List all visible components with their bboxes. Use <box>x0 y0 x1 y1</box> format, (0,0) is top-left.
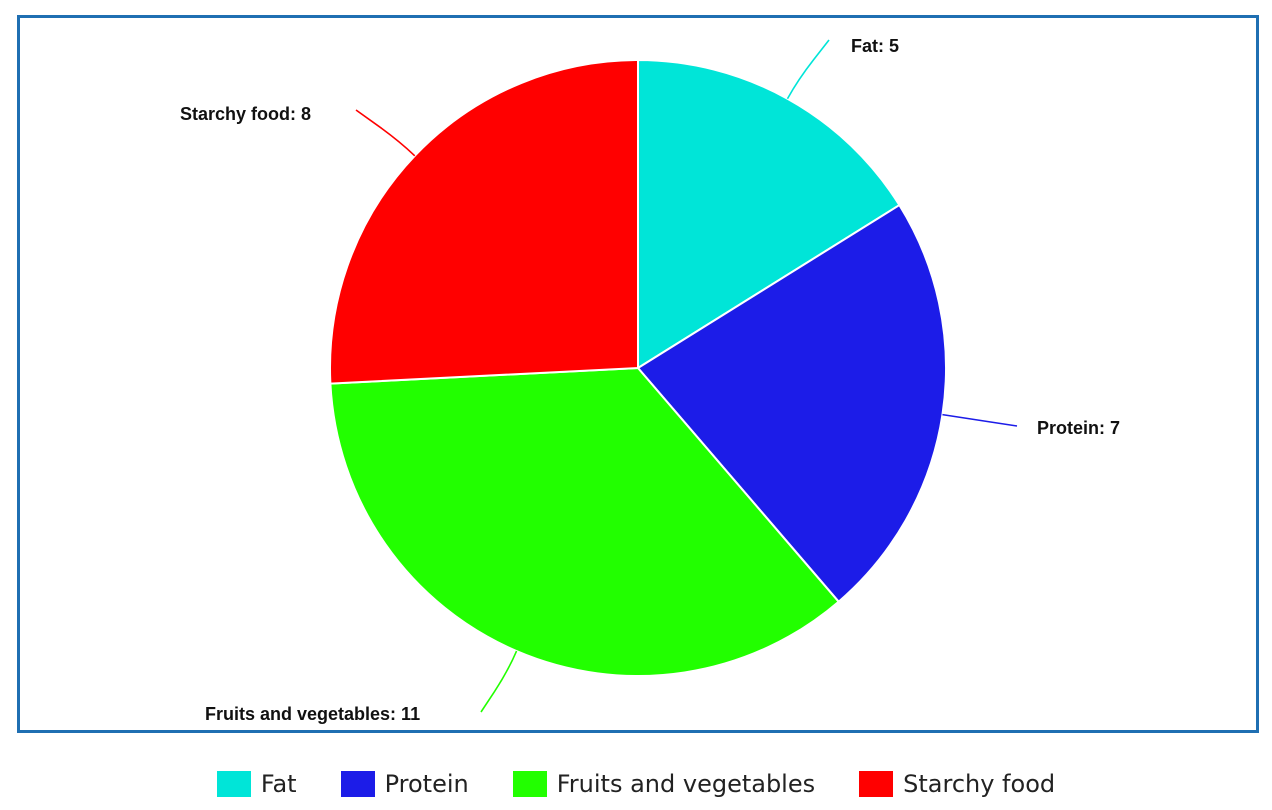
pie-slices <box>329 58 947 678</box>
leader-line-starchy-food <box>355 109 416 157</box>
legend-item-protein[interactable]: Protein <box>340 770 469 798</box>
leader-line-fruits-and-vegetables <box>480 650 518 713</box>
data-label-fat: Fat: 5 <box>851 36 899 56</box>
slice-fruits-and-vegetables[interactable] <box>329 366 841 678</box>
legend-item-fat[interactable]: Fat <box>216 770 297 798</box>
leader-line-protein <box>942 413 1018 427</box>
data-labels: Fat: 5 Protein: 7 Fruits and vegetables:… <box>180 36 1120 724</box>
legend-swatch-starchy-food <box>859 771 894 797</box>
legend-swatch-protein <box>340 771 375 797</box>
legend-label-protein: Protein <box>384 770 469 798</box>
legend-swatch-fat <box>216 771 251 797</box>
slice-starchy-food[interactable] <box>329 58 639 385</box>
data-label-starchy-food: Starchy food: 8 <box>180 104 311 124</box>
legend-label-starchy-food: Starchy food <box>903 770 1056 798</box>
legend-item-starchy-food[interactable]: Starchy food <box>859 770 1055 798</box>
legend-swatch-fruits-and-vegetables <box>512 771 547 797</box>
slice-fat[interactable] <box>637 58 901 370</box>
legend-item-fruits-and-vegetables[interactable]: Fruits and vegetables <box>512 770 816 798</box>
legend: Fat Protein Fruits and vegetables Starch… <box>0 766 1272 802</box>
data-label-fruits-and-vegetables: Fruits and vegetables: 11 <box>205 704 420 724</box>
data-label-protein: Protein: 7 <box>1037 418 1120 438</box>
leader-line-fat <box>786 39 830 100</box>
legend-label-fruits-and-vegetables: Fruits and vegetables <box>556 770 816 798</box>
leader-lines <box>355 39 1018 713</box>
legend-label-fat: Fat <box>260 770 297 798</box>
